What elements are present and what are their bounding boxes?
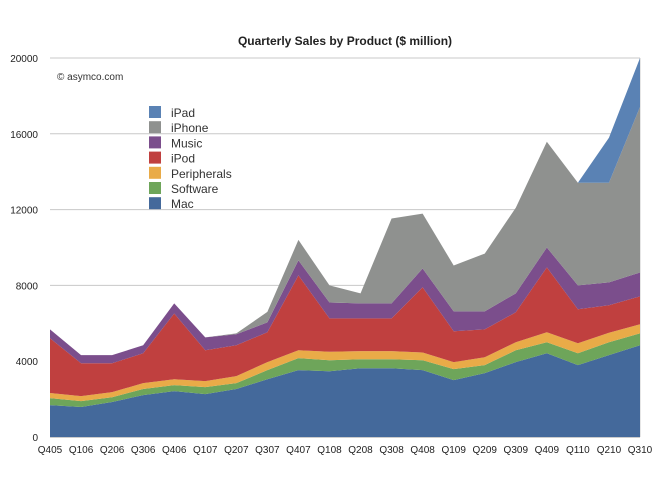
x-tick-label: Q306	[131, 445, 156, 456]
y-tick-label: 0	[32, 433, 38, 444]
x-tick-label: Q408	[410, 445, 435, 456]
x-tick-label: Q406	[162, 445, 187, 456]
x-tick-label: Q308	[379, 445, 404, 456]
x-tick-label: Q210	[597, 445, 622, 456]
legend-label: iPad	[171, 106, 195, 120]
legend-swatch-music	[149, 136, 161, 149]
y-tick-label: 4000	[16, 357, 39, 368]
chart-title: Quarterly Sales by Product ($ million)	[238, 34, 452, 48]
area-software	[50, 333, 640, 408]
area-ipod	[50, 267, 640, 397]
area-iphone	[50, 106, 640, 356]
legend-label: Music	[171, 136, 202, 150]
x-axis-ticks: Q405 Q106 Q206 Q306 Q406 Q107 Q207 Q307 Q407 Q108…	[38, 445, 653, 456]
area-series	[50, 58, 640, 437]
x-tick-label: Q209	[473, 445, 498, 456]
credit-text: © asymco.com	[57, 72, 123, 83]
x-tick-label: Q207	[224, 445, 249, 456]
x-tick-label: Q407	[286, 445, 311, 456]
area-mac	[50, 345, 640, 437]
x-tick-label: Q107	[193, 445, 218, 456]
legend-swatch-software	[149, 182, 161, 194]
legend-label: Software	[171, 182, 219, 196]
legend-swatch-ipad	[149, 106, 161, 118]
legend-label: iPhone	[171, 121, 209, 135]
x-tick-label: Q110	[566, 445, 590, 456]
x-tick-label: Q106	[69, 445, 94, 456]
x-tick-label: Q309	[504, 445, 529, 456]
x-tick-label: Q109	[441, 445, 466, 456]
y-tick-label: 12000	[10, 206, 38, 217]
y-tick-label: 20000	[10, 54, 38, 65]
y-tick-label: 16000	[10, 130, 38, 141]
legend-swatch-iphone	[149, 121, 161, 134]
x-tick-label: Q310	[628, 445, 653, 456]
x-tick-label: Q206	[100, 445, 125, 456]
legend-swatch-mac	[149, 197, 161, 210]
legend-label: iPod	[171, 152, 195, 166]
area-music	[50, 247, 640, 364]
legend-swatch-peripherals	[149, 166, 161, 179]
x-tick-label: Q405	[38, 445, 63, 456]
x-tick-label: Q409	[535, 445, 560, 456]
x-tick-label: Q108	[317, 445, 342, 456]
area-peripherals	[50, 324, 640, 402]
x-tick-label: Q307	[255, 445, 280, 456]
y-axis-ticks: 0 4000 8000 12000 16000 20000	[10, 54, 38, 444]
legend-label: Mac	[171, 197, 194, 211]
legend-swatch-ipod	[149, 151, 161, 164]
legend-label: Peripherals	[171, 167, 232, 181]
y-tick-label: 8000	[16, 281, 39, 292]
x-tick-label: Q208	[348, 445, 373, 456]
